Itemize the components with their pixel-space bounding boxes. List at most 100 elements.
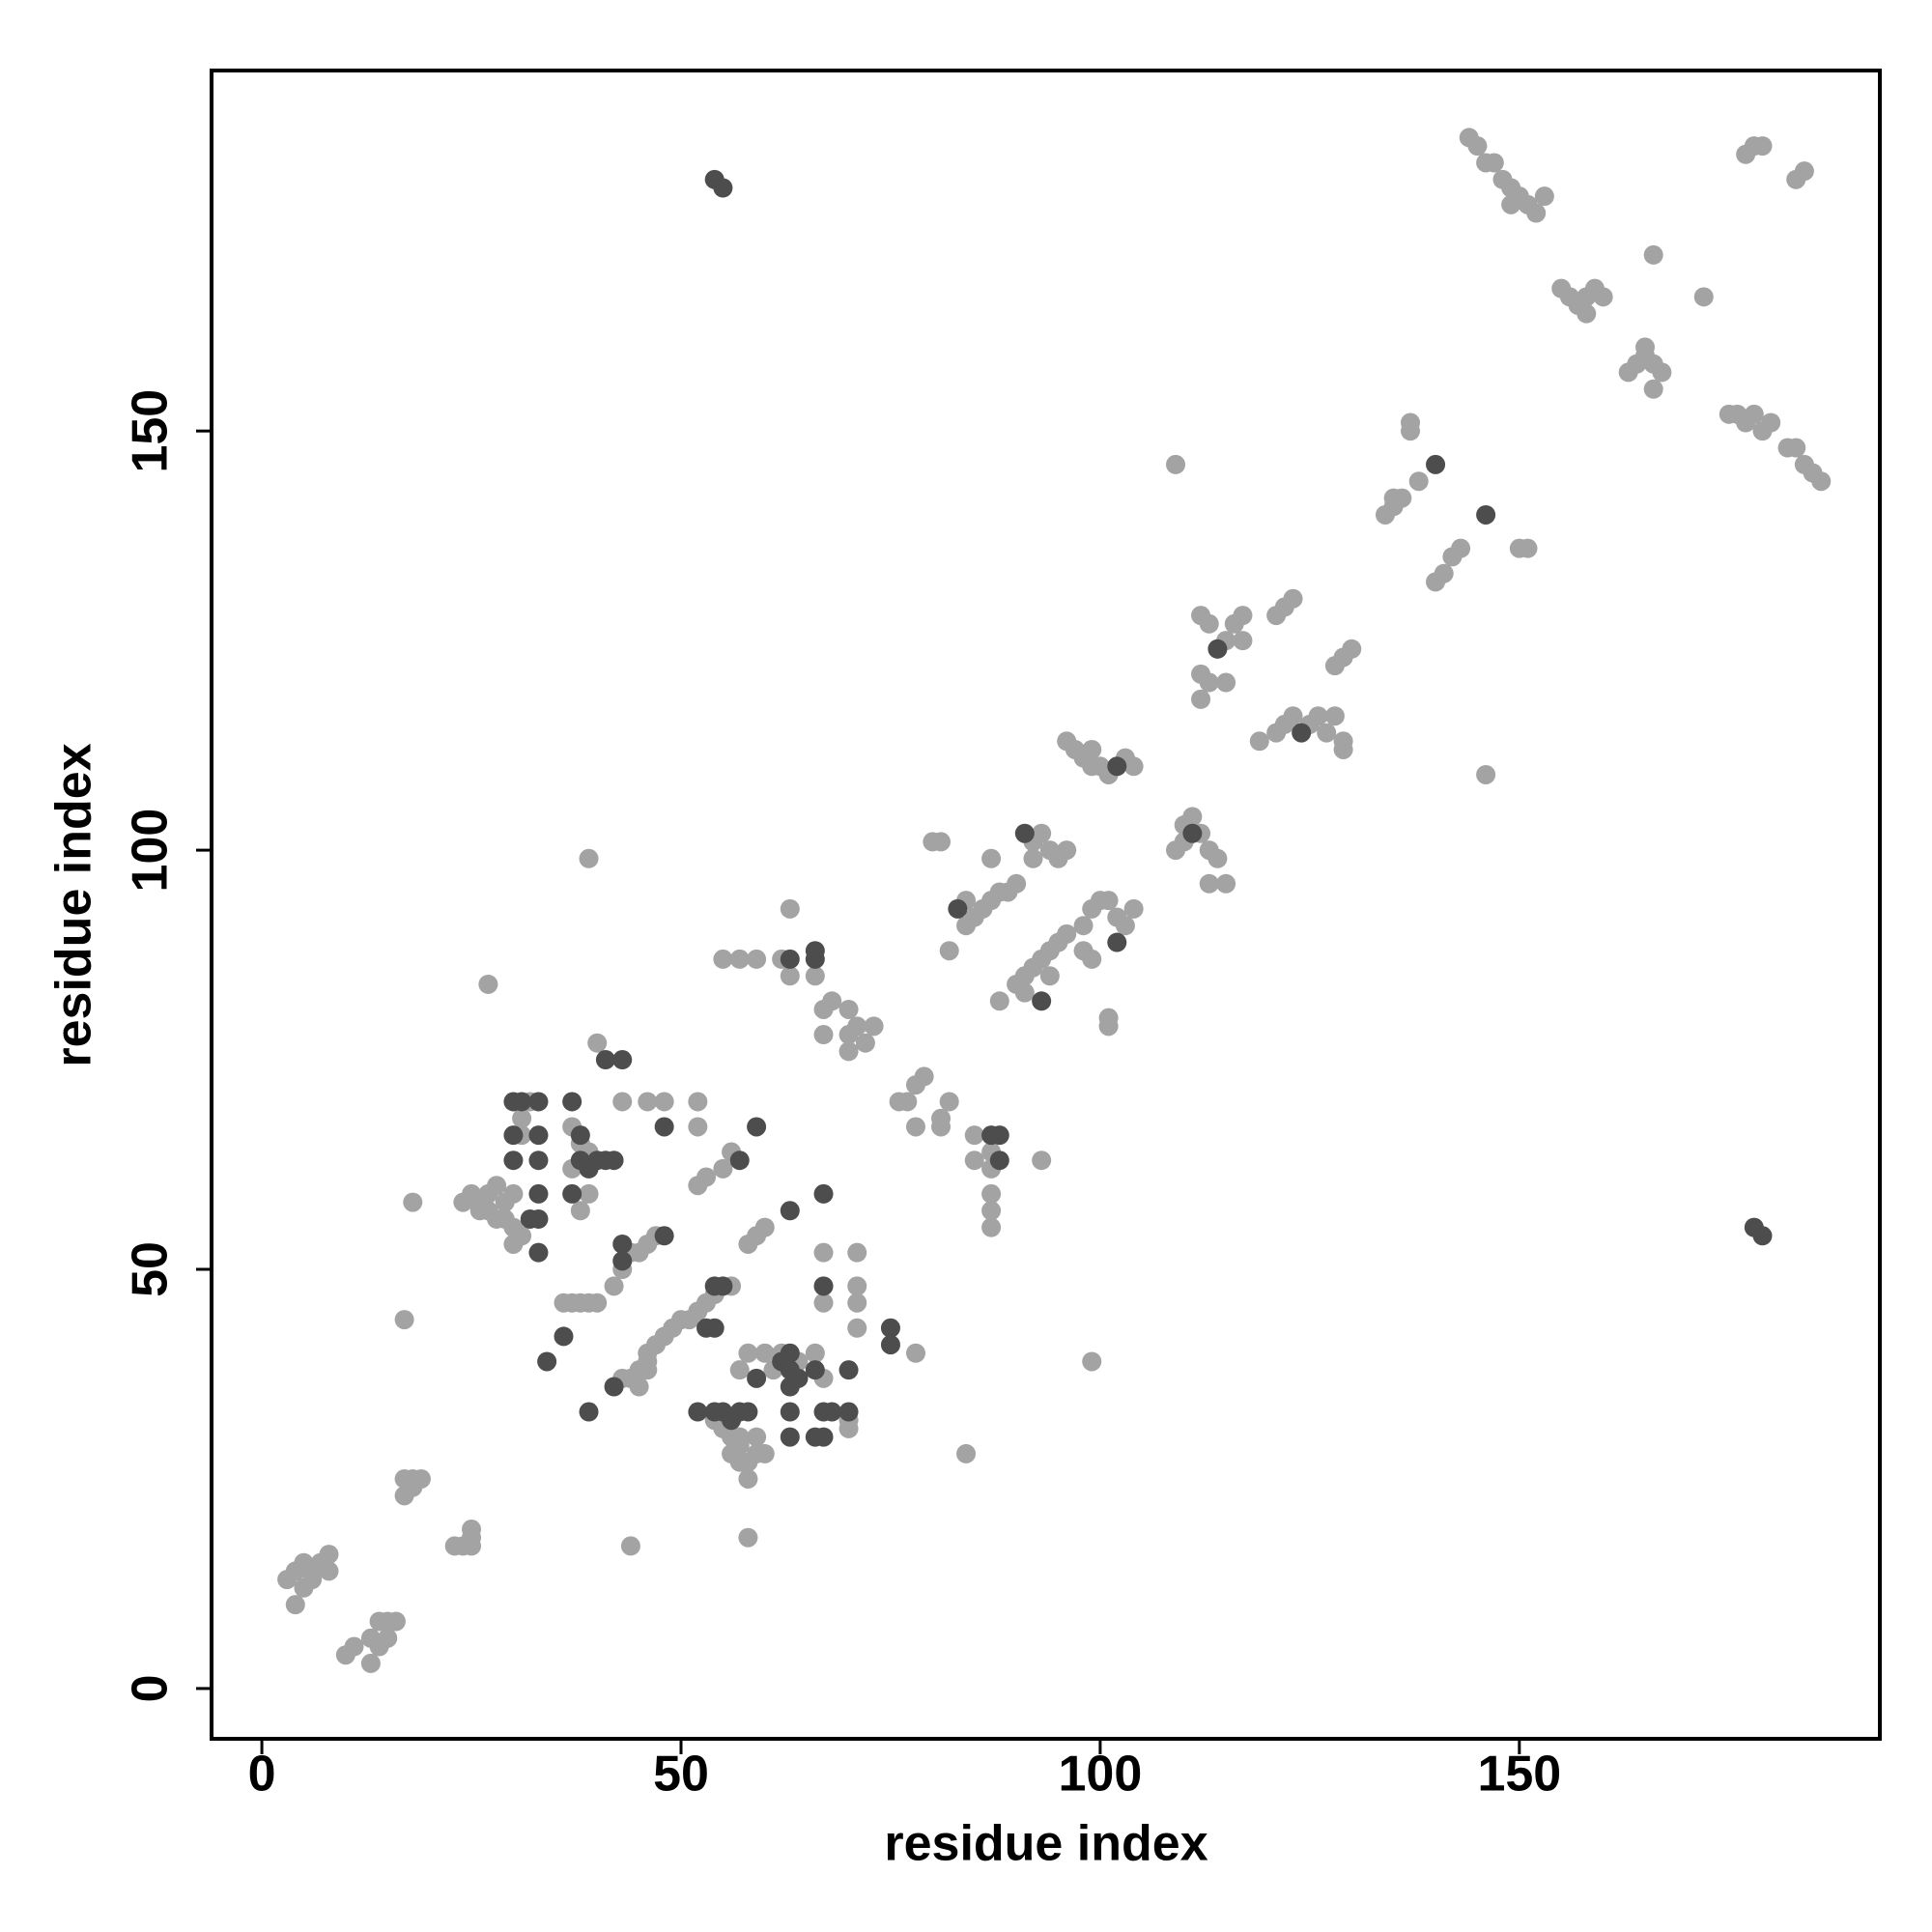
point <box>604 1151 624 1171</box>
point <box>1216 873 1236 894</box>
point <box>1526 203 1547 223</box>
point <box>1208 848 1228 868</box>
point <box>713 178 733 198</box>
point <box>1032 823 1052 843</box>
point <box>964 1125 984 1146</box>
point <box>696 1167 717 1187</box>
point <box>1652 362 1672 383</box>
point <box>503 1125 524 1146</box>
y-tick-label: 0 <box>123 1674 179 1702</box>
point <box>1317 723 1337 743</box>
point <box>939 1092 959 1112</box>
point <box>612 1092 633 1112</box>
point <box>604 1276 624 1296</box>
x-tick-label: 0 <box>248 1747 276 1803</box>
point <box>469 1201 490 1221</box>
point <box>838 999 859 1019</box>
point <box>805 941 825 961</box>
point <box>964 1151 984 1171</box>
point <box>1039 966 1060 986</box>
point <box>805 966 825 986</box>
point <box>1744 404 1764 424</box>
point <box>579 1183 599 1204</box>
point <box>528 1183 549 1204</box>
point <box>813 1242 834 1263</box>
point <box>847 1276 867 1296</box>
point <box>1098 1016 1119 1037</box>
point <box>654 1117 674 1137</box>
point <box>1007 873 1027 894</box>
y-tick-label: 150 <box>123 389 179 473</box>
point <box>1199 873 1219 894</box>
point <box>1032 1151 1052 1171</box>
point <box>512 1092 532 1112</box>
x-axis-label: residue index <box>884 1816 1208 1872</box>
point <box>1401 421 1421 441</box>
point <box>754 1217 775 1237</box>
point <box>1761 412 1781 433</box>
point <box>638 1092 658 1112</box>
point <box>780 1201 800 1221</box>
point <box>369 1611 389 1632</box>
point <box>654 1226 674 1246</box>
point <box>738 1527 758 1548</box>
point <box>747 1368 767 1388</box>
point <box>847 1242 867 1263</box>
point <box>562 1092 582 1112</box>
point <box>754 1443 775 1463</box>
point <box>1577 303 1597 324</box>
point <box>537 1351 557 1372</box>
point <box>1123 756 1144 777</box>
point <box>620 1536 640 1556</box>
point <box>713 1158 733 1179</box>
point <box>1199 672 1219 693</box>
point <box>772 1351 792 1372</box>
point <box>738 1468 758 1489</box>
point <box>503 1151 524 1171</box>
point <box>989 991 1009 1011</box>
point <box>1518 538 1538 558</box>
point <box>1643 379 1663 399</box>
point <box>1233 631 1253 651</box>
point <box>956 1443 977 1463</box>
point <box>813 1427 834 1447</box>
point <box>1693 287 1714 307</box>
point <box>360 1628 381 1648</box>
point <box>688 1402 708 1422</box>
point <box>1115 916 1135 936</box>
point <box>688 1117 708 1137</box>
point <box>855 1033 875 1053</box>
point <box>754 1343 775 1363</box>
point <box>1426 454 1446 474</box>
point <box>1014 823 1035 843</box>
point <box>1786 438 1806 458</box>
point <box>788 1368 809 1388</box>
point <box>579 848 599 868</box>
point <box>528 1125 549 1146</box>
point <box>1451 538 1471 558</box>
point <box>1107 932 1127 952</box>
point <box>612 1234 633 1254</box>
point <box>1324 706 1345 726</box>
point <box>612 1050 633 1070</box>
plot-frame <box>210 69 1882 1741</box>
point <box>822 1402 842 1422</box>
point <box>738 1402 758 1422</box>
point <box>570 1125 590 1146</box>
point <box>478 974 498 994</box>
point <box>1216 672 1236 693</box>
point <box>1593 287 1613 307</box>
point <box>1082 1351 1102 1372</box>
point <box>1032 991 1052 1011</box>
point <box>1408 471 1429 492</box>
y-tick-label: 50 <box>123 1241 179 1297</box>
x-tick-label: 150 <box>1477 1747 1561 1803</box>
point <box>729 1151 750 1171</box>
point <box>1501 194 1521 214</box>
point <box>570 1201 590 1221</box>
point <box>1752 136 1773 156</box>
point <box>838 1041 859 1062</box>
point <box>1023 848 1043 868</box>
y-axis-label: residue index <box>46 743 102 1066</box>
point <box>897 1092 918 1112</box>
